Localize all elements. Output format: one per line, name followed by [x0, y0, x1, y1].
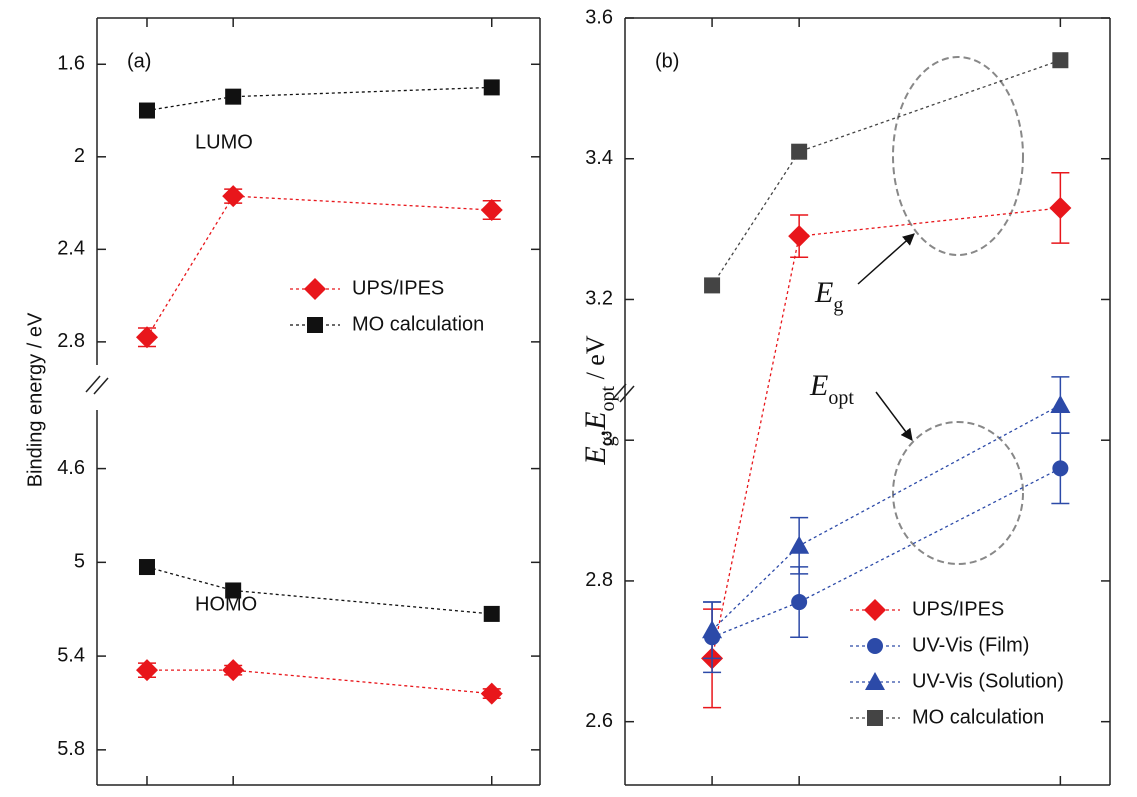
series-line	[146, 86, 492, 112]
series-line	[711, 207, 1061, 659]
marker	[791, 594, 808, 611]
marker	[222, 185, 245, 208]
marker	[135, 659, 158, 682]
marker	[865, 672, 885, 690]
marker	[1052, 52, 1069, 69]
legend-label: UV-Vis (Film)	[912, 634, 1029, 656]
marker	[138, 102, 155, 119]
axis-break	[611, 383, 627, 401]
y-tick-label: 3.2	[585, 288, 613, 310]
marker	[304, 278, 326, 300]
marker	[788, 225, 811, 248]
marker	[1052, 460, 1069, 477]
panel-label: (a)	[127, 50, 151, 72]
label-part: opt	[828, 387, 854, 409]
label-part: E	[814, 276, 833, 309]
annotation: HOMO	[195, 593, 257, 615]
legend-label: UPS/IPES	[352, 277, 444, 299]
marker	[225, 88, 242, 105]
marker	[1049, 196, 1072, 219]
y-tick-label: 5	[74, 551, 85, 573]
marker	[480, 682, 503, 705]
marker	[307, 317, 323, 333]
y-tick-label: 1.6	[57, 53, 85, 75]
y-axis-label: Binding energy / eV	[24, 312, 46, 487]
y-tick-label: 3.6	[585, 6, 613, 28]
group-ellipse	[892, 56, 1024, 256]
label-part: E	[579, 411, 612, 430]
axis-break	[619, 385, 635, 403]
y-tick-label: 5.4	[57, 644, 85, 666]
label-part: g	[597, 436, 619, 446]
axis-break	[85, 375, 101, 393]
marker	[222, 659, 245, 682]
legend-label: MO calculation	[912, 706, 1044, 728]
marker	[702, 620, 723, 639]
label-part: g	[833, 294, 843, 316]
label-part: ,	[581, 430, 610, 437]
annotation: Eg	[814, 276, 843, 316]
legend-label: MO calculation	[352, 313, 484, 335]
label-part: / eV	[581, 335, 610, 386]
y-tick-label: 2.8	[585, 569, 613, 591]
legend-label: UV-Vis (Solution)	[912, 670, 1064, 692]
series-line	[711, 467, 1061, 638]
series-line	[146, 669, 492, 695]
label-part: E	[809, 369, 828, 402]
y-tick-label: 2.4	[57, 238, 85, 260]
marker	[867, 710, 883, 726]
marker	[483, 605, 500, 622]
marker	[480, 199, 503, 222]
marker	[704, 277, 721, 294]
axis-break	[93, 377, 109, 395]
series-line	[711, 404, 1061, 631]
arrow	[875, 391, 913, 441]
marker	[867, 638, 883, 654]
y-tick-label: 2	[74, 145, 85, 167]
annotation: LUMO	[195, 131, 253, 153]
y-tick-label: 2.8	[57, 330, 85, 352]
label-part: opt	[597, 385, 619, 411]
marker	[791, 143, 808, 160]
marker	[138, 559, 155, 576]
y-tick-label: 4.6	[57, 457, 85, 479]
marker	[135, 326, 158, 349]
y-axis-label: Eg,Eopt / eV	[579, 335, 619, 465]
series-line	[146, 195, 492, 338]
legend-label: UPS/IPES	[912, 598, 1004, 620]
panel-label: (b)	[655, 50, 679, 72]
series-line	[711, 59, 1061, 286]
group-ellipse	[892, 421, 1024, 565]
y-tick-label: 3.4	[585, 147, 613, 169]
marker	[1050, 395, 1071, 414]
y-tick-label: 2.6	[585, 710, 613, 732]
marker	[864, 599, 886, 621]
marker	[483, 79, 500, 96]
y-tick-label: 3	[602, 428, 613, 450]
arrow	[857, 233, 915, 285]
y-tick-label: 5.8	[57, 738, 85, 760]
marker	[225, 582, 242, 599]
label-part: E	[579, 446, 612, 465]
annotation: Eopt	[809, 369, 854, 409]
marker	[789, 535, 810, 554]
